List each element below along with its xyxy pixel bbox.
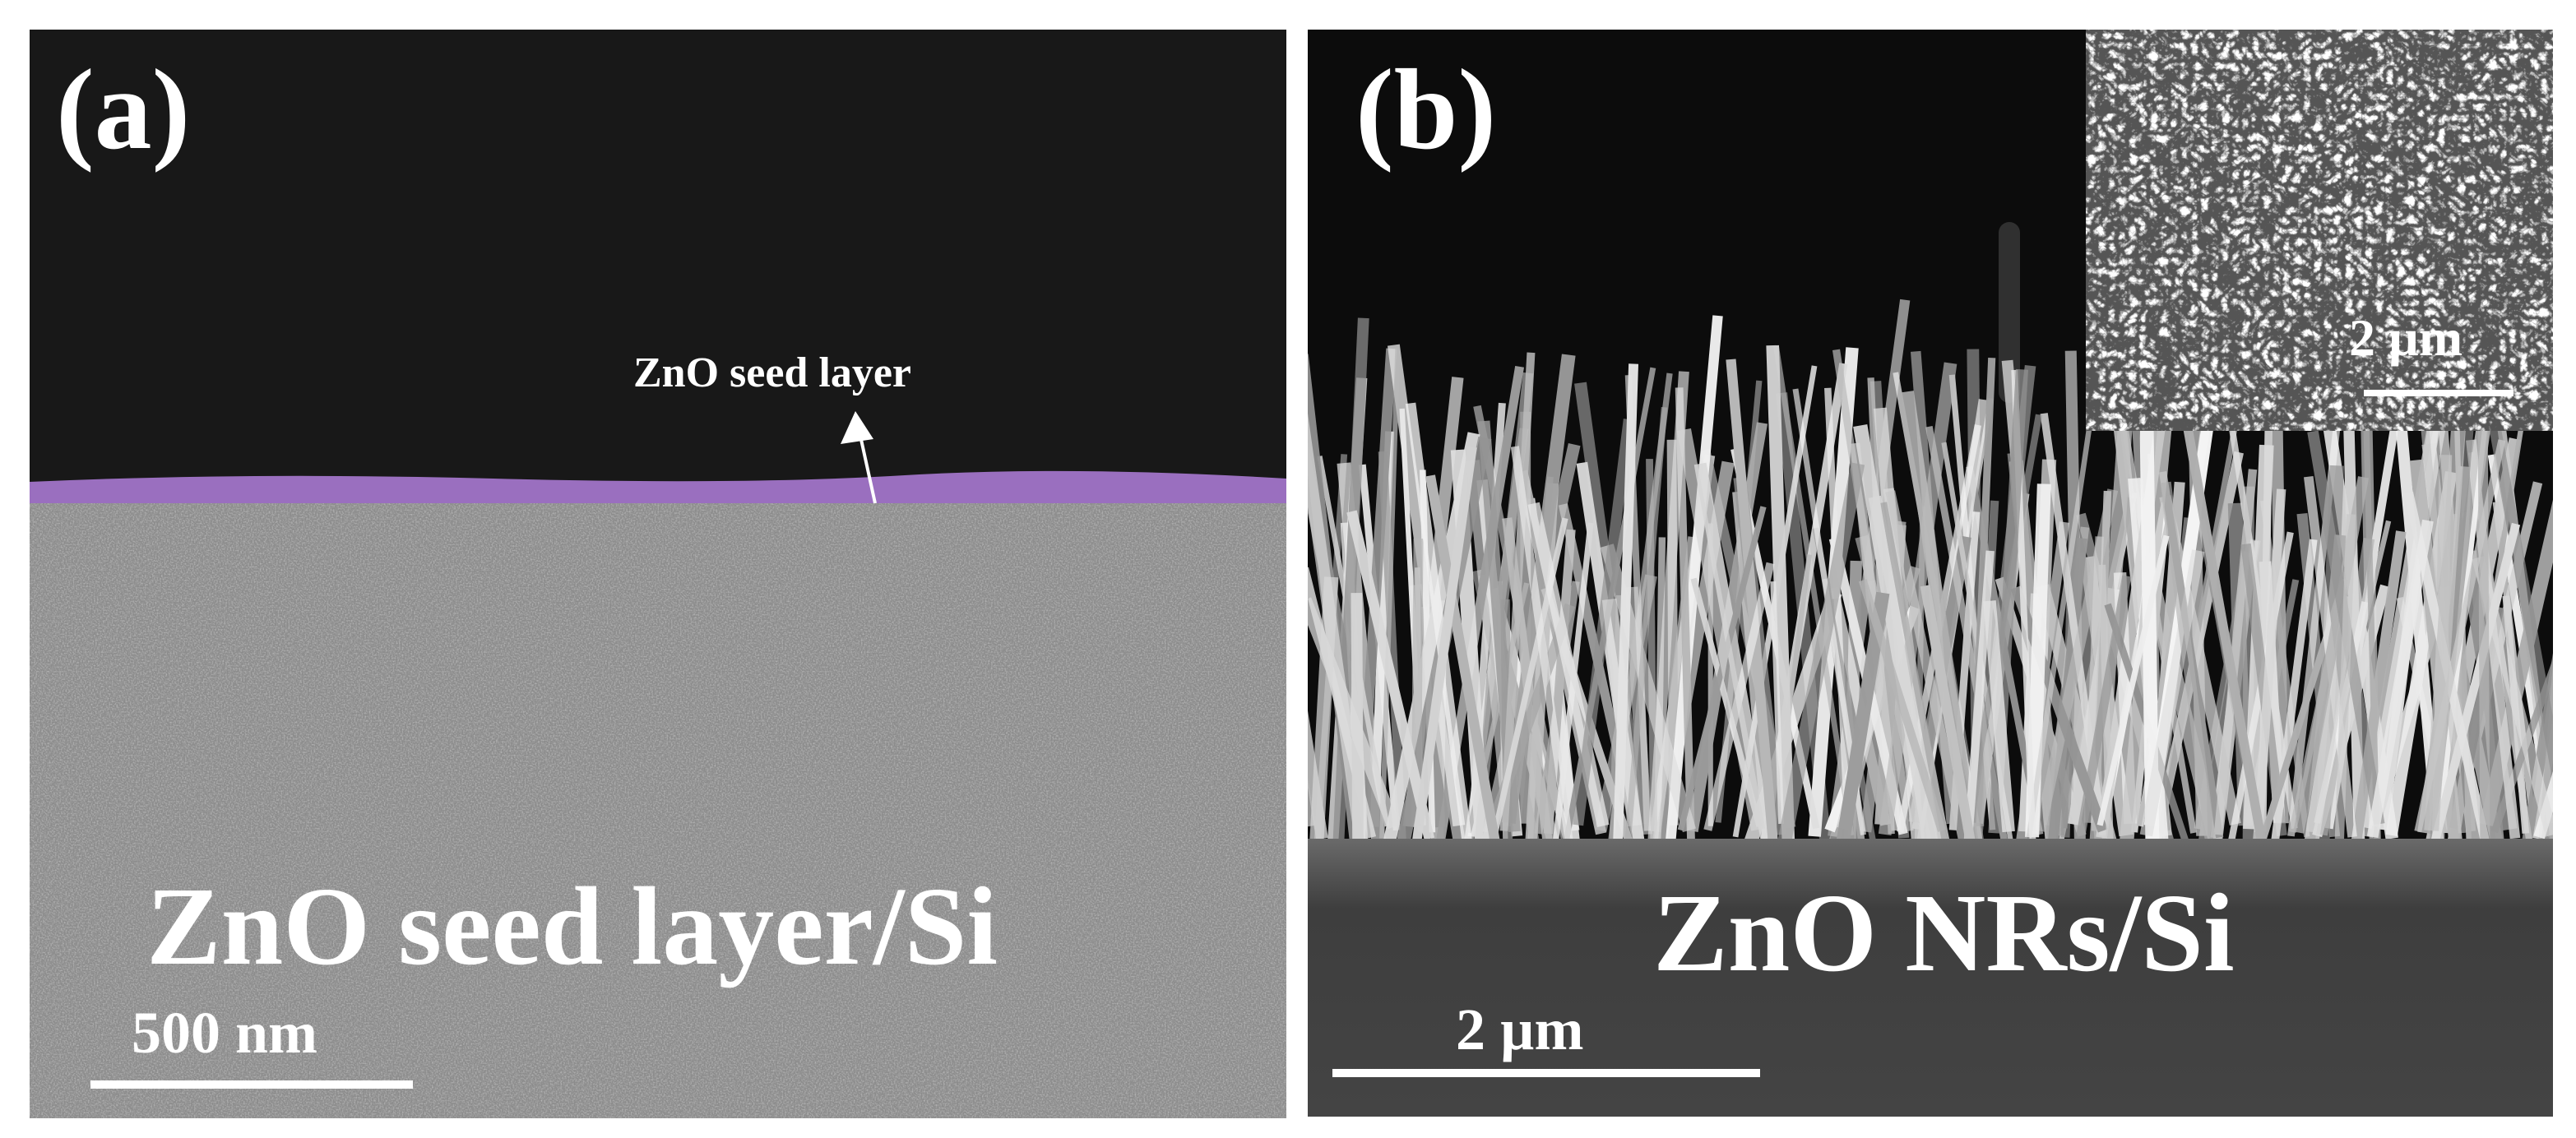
nanorod — [1824, 387, 1851, 826]
inset-scale-bar-label: 2 µm — [2349, 308, 2462, 367]
nanorod — [2096, 534, 2170, 826]
nanorod — [2025, 483, 2051, 838]
nanorod — [2547, 822, 2553, 839]
nanorod — [1766, 345, 1795, 845]
nanorod — [1770, 581, 1785, 824]
nanorod — [1543, 529, 1576, 835]
nanorod — [2414, 439, 2506, 832]
panel-label: (a) — [56, 46, 190, 173]
nanorod — [1983, 600, 2015, 833]
nanorod — [1411, 446, 1477, 844]
nanorod — [2023, 352, 2103, 854]
nanorod — [2477, 353, 2490, 844]
nanorod — [1647, 371, 1689, 854]
arrow-head — [841, 411, 873, 444]
nanorod — [2569, 523, 2576, 854]
nanorod — [1858, 579, 1946, 832]
panel-b: 2 µm (b) ZnO NRs/Si 2 µm — [1286, 30, 2576, 1117]
panel-label: (b) — [1355, 46, 1496, 173]
nanorod — [1853, 424, 1938, 844]
nanorod — [2350, 530, 2407, 849]
nanorod — [2139, 549, 2205, 837]
nanorod — [1920, 585, 1977, 851]
nanorod — [1425, 474, 1503, 856]
panel-a: (a) ZnO seed layer ZnO seed layer/Si 500… — [30, 30, 1286, 1118]
nanorod — [1573, 419, 1634, 826]
nanorod — [1379, 348, 1401, 839]
scale-bar-label: 500 nm — [132, 1000, 317, 1066]
nanorod — [1286, 368, 1299, 825]
nanorod — [2160, 481, 2217, 852]
caption: ZnO NRs/Si — [1653, 872, 2235, 995]
caption: ZnO seed layer/Si — [146, 865, 998, 988]
nanorod — [2269, 539, 2318, 856]
arrow — [859, 435, 877, 504]
nanorod — [2472, 556, 2553, 837]
nanorod — [2366, 519, 2434, 839]
nanorod — [2074, 575, 2132, 848]
nanorod — [1308, 597, 1401, 830]
inset-scale-bar — [2364, 390, 2513, 396]
nanorod — [2334, 514, 2356, 853]
nanorod — [2157, 370, 2249, 834]
scale-bar — [1332, 1069, 1760, 1077]
nanorod — [1777, 462, 1865, 844]
nanorod — [1612, 363, 1639, 850]
nanorod — [1726, 359, 1779, 848]
nanorod — [1963, 550, 1995, 844]
nanorod — [1346, 510, 1435, 840]
scale-bar — [90, 1080, 413, 1089]
artifact — [1999, 222, 2020, 403]
nanorod — [1879, 502, 1952, 855]
nanorod — [2546, 825, 2553, 849]
nanorod — [1499, 352, 1536, 831]
nanorod — [1308, 710, 1328, 840]
annotation: ZnO seed layer — [633, 349, 911, 396]
nanorod — [1925, 426, 2008, 841]
nanorod — [1624, 406, 1668, 849]
texture — [30, 503, 1286, 1118]
nanorod — [2213, 469, 2258, 835]
nanorod — [1405, 402, 1473, 844]
nanorod — [2479, 499, 2553, 826]
nanorod — [1773, 345, 1855, 836]
inset-texture — [2086, 30, 2553, 431]
nanorod — [2533, 770, 2553, 840]
scale-bar-label: 2 µm — [1456, 997, 1583, 1062]
nanorod — [1600, 544, 1696, 833]
nanorod — [1885, 490, 1970, 849]
inset: 2 µm — [2086, 30, 2553, 431]
nanorod — [2521, 653, 2553, 844]
nanorod — [2430, 522, 2521, 847]
nanorod — [1510, 446, 1574, 846]
nanorod — [2183, 428, 2268, 854]
nanorod — [1676, 428, 1766, 831]
seed-layer — [30, 470, 1286, 503]
nanorod — [1292, 585, 1294, 840]
nanorod — [1309, 576, 1339, 851]
nanorod — [2562, 417, 2576, 835]
nanorod — [2252, 488, 2286, 851]
nanorod — [1527, 502, 1610, 827]
